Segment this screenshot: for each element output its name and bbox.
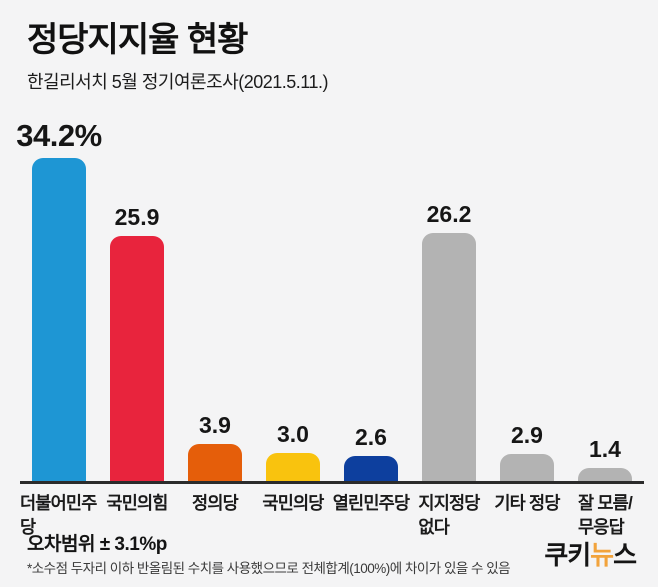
value-label: 2.9 bbox=[511, 422, 543, 448]
value-label: 25.9 bbox=[114, 204, 160, 230]
category-label: 더불어민주당 bbox=[20, 492, 98, 539]
value-label: 34.2% bbox=[16, 118, 102, 153]
category-label-text: 지지정당 없다 bbox=[418, 493, 480, 537]
chart-column: 2.6 bbox=[332, 426, 410, 481]
category-label-text: 잘 모름/ 무응답 bbox=[577, 493, 633, 537]
value-label: 26.2 bbox=[426, 201, 472, 227]
category-label: 국민의힘 bbox=[98, 492, 176, 539]
category-label-text: 열린민주당 bbox=[332, 493, 410, 513]
bar bbox=[32, 158, 86, 481]
logo-part-black-2: 스 bbox=[613, 540, 637, 570]
category-label-text: 국민의당 bbox=[262, 493, 324, 513]
chart-column: 1.4 bbox=[566, 438, 644, 481]
kukinews-logo: 쿠키뉴스 bbox=[544, 540, 637, 570]
category-label: 지지정당 없다 bbox=[410, 492, 488, 539]
bar bbox=[578, 468, 632, 481]
category-label: 기타 정당 bbox=[488, 492, 566, 539]
category-label: 정의당 bbox=[176, 492, 254, 539]
bar-chart-category-labels: 더불어민주당 국민의힘 정의당 국민의당 열린민주당 지지정당 없다 기타 정당 잘 모름/ … bbox=[20, 492, 644, 539]
margin-of-error-note: 오차범위 ± 3.1%p bbox=[27, 534, 167, 555]
category-label: 열린민주당 bbox=[332, 492, 410, 539]
chart-column: 3.0 bbox=[254, 423, 332, 481]
bar bbox=[500, 454, 554, 481]
bar bbox=[110, 236, 164, 481]
value-label: 2.6 bbox=[355, 424, 387, 450]
chart-column: 2.9 bbox=[488, 424, 566, 481]
value-label: 3.0 bbox=[277, 421, 309, 447]
category-label-text: 정의당 bbox=[192, 493, 239, 513]
bar bbox=[422, 233, 476, 481]
chart-column: 34.2% bbox=[16, 120, 102, 481]
logo-part-black-1: 쿠키 bbox=[544, 540, 591, 570]
logo-part-accent: 뉴 bbox=[590, 540, 614, 570]
survey-subtitle: 한길리서치 5월 정기여론조사(2021.5.11.) bbox=[27, 72, 328, 93]
header: 정당지지율 현황 한길리서치 5월 정기여론조사(2021.5.11.) bbox=[27, 21, 328, 94]
bar bbox=[344, 456, 398, 481]
category-label: 잘 모름/ 무응답 bbox=[566, 492, 644, 539]
bar bbox=[266, 453, 320, 481]
category-label-text: 기타 정당 bbox=[494, 493, 560, 513]
category-label-text: 국민의힘 bbox=[106, 493, 168, 513]
chart-column: 25.9 bbox=[98, 206, 176, 481]
bar-chart-columns: 34.2% 25.9 3.9 3.0 2.6 26.2 2.9 1.4 bbox=[16, 108, 644, 484]
bar bbox=[188, 444, 242, 481]
chart-column: 3.9 bbox=[176, 414, 254, 481]
chart-column: 26.2 bbox=[410, 203, 488, 481]
category-label-text: 더불어민주당 bbox=[20, 493, 97, 537]
value-label: 3.9 bbox=[199, 412, 231, 438]
page-title: 정당지지율 현황 bbox=[27, 21, 248, 59]
value-label: 1.4 bbox=[589, 436, 621, 462]
rounding-footnote: *소수점 두자리 이하 반올림된 수치를 사용했으므로 전체합계(100%)에 … bbox=[27, 561, 511, 576]
category-label: 국민의당 bbox=[254, 492, 332, 539]
bar-chart: 34.2% 25.9 3.9 3.0 2.6 26.2 2.9 1.4 더불어민주당 국민의힘 정… bbox=[16, 108, 644, 539]
